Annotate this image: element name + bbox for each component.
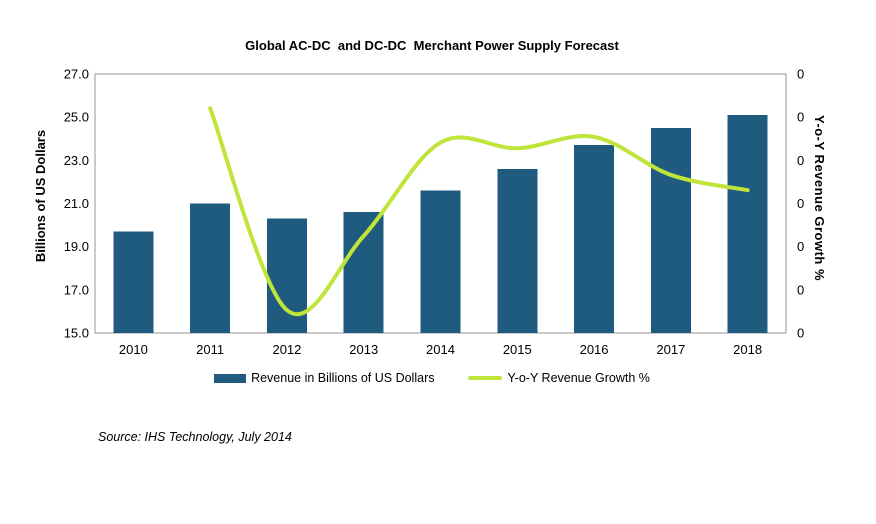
revenue-bar-2014 [420, 190, 461, 333]
right-axis-tick-label: 0 [797, 239, 804, 254]
revenue-bar-2017 [650, 127, 691, 333]
legend-bar-label: Revenue in Billions of US Dollars [251, 371, 435, 385]
revenue-bar-2012 [266, 218, 307, 333]
left-axis-tick-label: 27.0 [64, 67, 89, 82]
legend-item-revenue: Revenue in Billions of US Dollars [214, 371, 434, 385]
x-axis-tick-label: 2011 [196, 342, 224, 357]
x-axis-tick-label: 2013 [349, 342, 378, 357]
revenue-bar-2015 [497, 168, 538, 333]
x-axis-tick-label: 2017 [656, 342, 685, 357]
revenue-bar-2018 [727, 115, 768, 333]
legend: Revenue in Billions of US Dollars Y-o-Y … [0, 369, 864, 387]
legend-bar-swatch [214, 373, 247, 383]
x-axis-tick-label: 2014 [426, 342, 455, 357]
legend-line-swatch [468, 376, 503, 380]
right-axis-tick-label: 0 [797, 67, 804, 82]
left-axis-tick-label: 19.0 [64, 239, 89, 254]
right-axis-tick-label: 0 [797, 196, 804, 211]
right-axis-tick-label: 0 [797, 326, 804, 341]
left-axis-tick-label: 21.0 [64, 196, 89, 211]
chart-title: Global AC-DC and DC-DC Merchant Power Su… [245, 38, 619, 53]
left-axis-tick-label: 15.0 [64, 326, 89, 341]
right-axis-tick-label: 0 [797, 282, 804, 297]
legend-line-label: Y-o-Y Revenue Growth % [507, 371, 650, 385]
revenue-bar-2010 [113, 231, 154, 333]
x-axis-tick-label: 2018 [733, 342, 762, 357]
x-axis-tick-label: 2015 [503, 342, 532, 357]
source-note: Source: IHS Technology, July 2014 [98, 430, 292, 444]
left-axis-tick-label: 23.0 [64, 153, 89, 168]
left-axis-tick-label: 25.0 [64, 110, 89, 125]
legend-item-growth: Y-o-Y Revenue Growth % [468, 371, 650, 385]
x-axis-tick-label: 2010 [119, 342, 148, 357]
x-axis-tick-label: 2012 [272, 342, 301, 357]
growth-line [208, 106, 750, 316]
right-axis-tick-label: 0 [797, 153, 804, 168]
right-axis-tick-label: 0 [797, 110, 804, 125]
left-axis-tick-label: 17.0 [64, 282, 89, 297]
revenue-bar-2013 [343, 212, 384, 333]
revenue-bar-2011 [190, 203, 231, 333]
revenue-bar-2016 [574, 145, 615, 333]
x-axis-tick-label: 2016 [580, 342, 609, 357]
